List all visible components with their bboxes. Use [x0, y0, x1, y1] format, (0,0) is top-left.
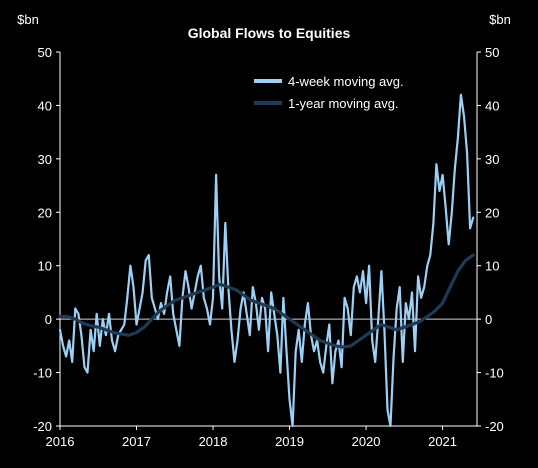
y-tick-label-right: 30: [485, 152, 499, 167]
series-line-1yr: [58, 253, 475, 349]
y-unit-right: $bn: [489, 12, 511, 27]
y-tick-label-right: 20: [485, 205, 499, 220]
chart-title: Global Flows to Equities: [188, 25, 351, 41]
x-tick-label: 2017: [122, 434, 151, 449]
y-tick-label-right: -20: [485, 419, 504, 434]
legend-label-1yr: 1-year moving avg.: [288, 96, 399, 111]
y-tick-label-left: 40: [38, 98, 52, 113]
y-tick-label-left: 20: [38, 205, 52, 220]
x-tick-label: 2019: [275, 434, 304, 449]
y-tick-label-right: 40: [485, 98, 499, 113]
x-tick-label: 2020: [352, 434, 381, 449]
x-tick-label: 2018: [199, 434, 228, 449]
y-tick-label-left: 50: [38, 45, 52, 60]
y-tick-label-left: 30: [38, 152, 52, 167]
y-tick-label-left: -10: [33, 366, 52, 381]
y-tick-label-right: 0: [485, 312, 492, 327]
y-tick-label-left: 10: [38, 259, 52, 274]
legend-label-4wk: 4-week moving avg.: [288, 74, 404, 89]
y-tick-label-right: -10: [485, 366, 504, 381]
y-tick-label-left: -20: [33, 419, 52, 434]
x-tick-label: 2021: [428, 434, 457, 449]
y-tick-label-right: 50: [485, 45, 499, 60]
series-line-4wk: [58, 93, 475, 428]
y-unit-left: $bn: [17, 12, 39, 27]
y-tick-label-right: 10: [485, 259, 499, 274]
y-tick-label-left: 0: [45, 312, 52, 327]
x-tick-label: 2016: [46, 434, 75, 449]
